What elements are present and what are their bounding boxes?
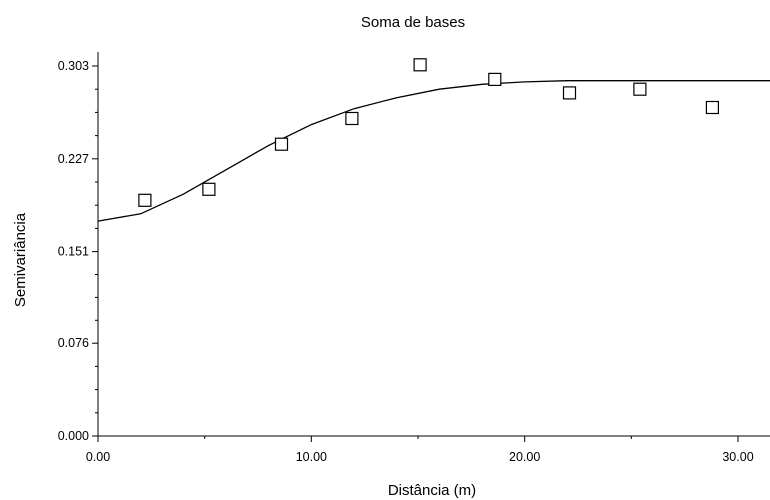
data-point (562, 86, 577, 100)
data-point (413, 58, 427, 72)
x-axis-label: Distância (m) (388, 482, 476, 499)
axes (97, 52, 770, 437)
x-tick-label: 10.00 (296, 450, 327, 464)
data-point (138, 193, 152, 207)
data-point (705, 100, 720, 115)
data-point (488, 72, 502, 87)
model-curve (97, 80, 770, 222)
data-point (274, 137, 289, 151)
x-axis-ticks: 0.00 10.00 20.00 30.00 (86, 436, 754, 464)
y-tick-label: 0.227 (58, 152, 89, 166)
y-tick-label: 0.000 (58, 429, 89, 443)
data-point (202, 182, 216, 196)
y-axis-label: Semivariância (12, 212, 29, 307)
x-tick-label: 0.00 (86, 450, 110, 464)
x-tick-label: 30.00 (722, 450, 753, 464)
y-axis-ticks: 0.000 0.076 0.151 0.227 0.303 (58, 59, 98, 443)
x-tick-label: 20.00 (509, 450, 540, 464)
chart-title: Soma de bases (361, 14, 465, 31)
data-point (633, 82, 647, 96)
experimental-points (138, 58, 720, 207)
data-point (345, 111, 359, 126)
y-tick-label: 0.151 (58, 245, 89, 259)
y-tick-label: 0.076 (58, 336, 89, 350)
y-tick-label: 0.303 (58, 59, 89, 73)
